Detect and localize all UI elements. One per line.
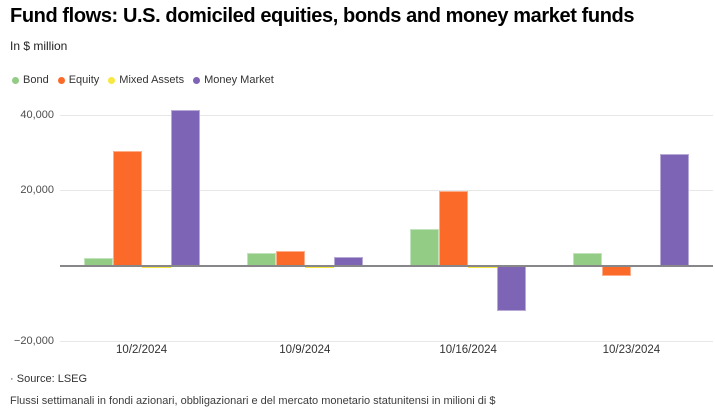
legend-item-money-market[interactable]: Money Market	[193, 74, 274, 86]
bar-equity	[439, 190, 469, 266]
gridline	[60, 114, 713, 116]
legend-item-equity[interactable]: Equity	[57, 74, 100, 86]
legend-dot-icon	[108, 76, 116, 84]
source-bullet: ·	[10, 373, 14, 385]
y-tick-label: 40,000	[20, 108, 54, 121]
bar-equity	[112, 150, 142, 266]
legend-dot-icon	[12, 76, 19, 84]
x-tick-label: 10/16/2024	[439, 344, 497, 356]
bar-money-market	[497, 265, 527, 311]
x-tick-label: 10/2/2024	[116, 344, 168, 356]
chart-subtitle: In $ million	[10, 39, 68, 53]
legend: Bond Equity Mixed Assets Money Market	[12, 74, 274, 86]
bar-mixed-assets	[141, 265, 171, 268]
legend-dot-icon	[193, 76, 201, 84]
gridline	[60, 190, 713, 192]
legend-item-mixed-assets[interactable]: Mixed Assets	[108, 74, 184, 86]
legend-dot-icon	[57, 76, 65, 84]
chart-title: Fund flows: U.S. domiciled equities, bon…	[10, 5, 635, 27]
bar-bond	[410, 229, 440, 266]
x-tick-label: 10/9/2024	[279, 344, 331, 356]
x-tick-label: 10/23/2024	[602, 344, 661, 356]
legend-label: Equity	[68, 74, 100, 86]
legend-label: Bond	[23, 74, 49, 86]
source-label: Source: LSEG	[16, 373, 88, 385]
bar-money-market	[660, 153, 690, 266]
y-tick-label: 20,000	[20, 184, 54, 197]
bar-money-market	[170, 110, 200, 266]
legend-item-bond[interactable]: Bond	[12, 74, 49, 86]
footnote: Flussi settimanali in fondi azionari, ob…	[10, 395, 496, 407]
plot-area	[60, 104, 713, 342]
legend-label: Mixed Assets	[119, 74, 185, 86]
y-tick-label: −20,000	[13, 334, 54, 347]
source-line: · Source: LSEG	[10, 373, 87, 385]
gridline	[60, 340, 713, 342]
bar-equity	[275, 251, 305, 266]
zero-axis-line	[60, 264, 713, 267]
bar-equity	[602, 265, 632, 276]
legend-label: Money Market	[204, 74, 274, 86]
